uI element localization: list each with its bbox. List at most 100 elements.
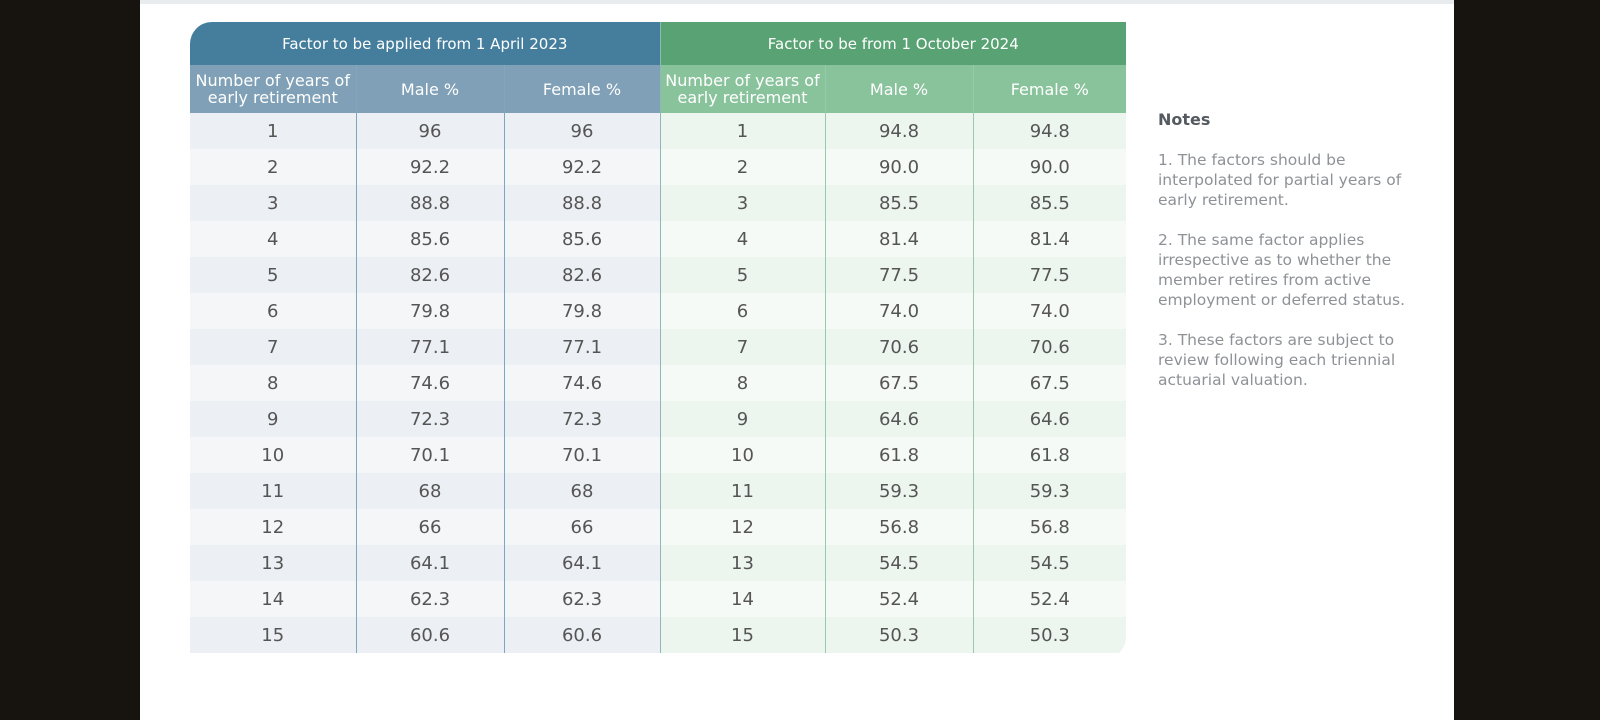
cell-years-2023: 8 — [190, 365, 356, 401]
column-header-years-2023: Number of years of early retirement — [190, 65, 356, 113]
cell-years-2023: 11 — [190, 473, 356, 509]
cell-years-2023: 13 — [190, 545, 356, 581]
cell-male-2024: 74.0 — [824, 293, 973, 329]
cell-years-2023: 1 — [190, 113, 356, 149]
cell-years-2024: 7 — [659, 329, 825, 365]
group-header-2024: Factor to be from 1 October 2024 — [659, 22, 1126, 65]
note-item-2: 2. The same factor applies irrespective … — [1158, 231, 1406, 309]
cell-female-2024: 52.4 — [972, 581, 1126, 617]
cell-years-2023: 9 — [190, 401, 356, 437]
cell-male-2024: 54.5 — [824, 545, 973, 581]
cell-male-2024: 90.0 — [824, 149, 973, 185]
table-row: 8 74.6 74.6 8 67.5 67.5 — [190, 365, 1126, 401]
cell-female-2023: 82.6 — [503, 257, 660, 293]
cell-male-2023: 85.6 — [355, 221, 504, 257]
cell-years-2024: 9 — [659, 401, 825, 437]
notes-panel: Notes 1. The factors should be interpola… — [1158, 110, 1408, 410]
cell-male-2023: 77.1 — [355, 329, 504, 365]
cell-female-2024: 90.0 — [972, 149, 1126, 185]
cell-female-2024: 59.3 — [972, 473, 1126, 509]
cell-years-2023: 3 — [190, 185, 356, 221]
cell-years-2023: 7 — [190, 329, 356, 365]
cell-years-2024: 12 — [659, 509, 825, 545]
column-header-male-2024: Male % — [824, 65, 973, 113]
cell-female-2024: 74.0 — [972, 293, 1126, 329]
cell-male-2023: 96 — [355, 113, 504, 149]
cell-female-2024: 94.8 — [972, 113, 1126, 149]
document-page: Factor to be applied from 1 April 2023 F… — [140, 0, 1454, 720]
cell-years-2023: 6 — [190, 293, 356, 329]
cell-female-2023: 77.1 — [503, 329, 660, 365]
cell-male-2024: 52.4 — [824, 581, 973, 617]
table-row: 11 68 68 11 59.3 59.3 — [190, 473, 1126, 509]
cell-female-2023: 85.6 — [503, 221, 660, 257]
table-row: 1 96 96 1 94.8 94.8 — [190, 113, 1126, 149]
cell-male-2023: 72.3 — [355, 401, 504, 437]
cell-male-2023: 92.2 — [355, 149, 504, 185]
cell-female-2023: 72.3 — [503, 401, 660, 437]
cell-female-2024: 54.5 — [972, 545, 1126, 581]
table-row: 6 79.8 79.8 6 74.0 74.0 — [190, 293, 1126, 329]
cell-years-2024: 15 — [659, 617, 825, 653]
cell-years-2023: 2 — [190, 149, 356, 185]
group-header-2023: Factor to be applied from 1 April 2023 — [190, 22, 660, 65]
cell-years-2024: 3 — [659, 185, 825, 221]
table-row: 5 82.6 82.6 5 77.5 77.5 — [190, 257, 1126, 293]
group-header-row: Factor to be applied from 1 April 2023 F… — [190, 22, 1126, 65]
cell-male-2024: 77.5 — [824, 257, 973, 293]
cell-female-2024: 77.5 — [972, 257, 1126, 293]
cell-female-2023: 64.1 — [503, 545, 660, 581]
cell-years-2023: 15 — [190, 617, 356, 653]
cell-male-2023: 60.6 — [355, 617, 504, 653]
cell-female-2024: 50.3 — [972, 617, 1126, 653]
column-header-row: Number of years of early retirement Male… — [190, 65, 1126, 113]
cell-years-2023: 12 — [190, 509, 356, 545]
cell-years-2024: 8 — [659, 365, 825, 401]
cell-male-2024: 81.4 — [824, 221, 973, 257]
cell-years-2023: 5 — [190, 257, 356, 293]
cell-years-2023: 4 — [190, 221, 356, 257]
note-item-1: 1. The factors should be interpolated fo… — [1158, 151, 1402, 209]
table-row: 7 77.1 77.1 7 70.6 70.6 — [190, 329, 1126, 365]
table-row: 14 62.3 62.3 14 52.4 52.4 — [190, 581, 1126, 617]
cell-years-2024: 5 — [659, 257, 825, 293]
cell-female-2024: 56.8 — [972, 509, 1126, 545]
cell-male-2023: 66 — [355, 509, 504, 545]
cell-male-2024: 56.8 — [824, 509, 973, 545]
column-header-female-2024: Female % — [972, 65, 1126, 113]
cell-male-2023: 62.3 — [355, 581, 504, 617]
column-header-male-2023: Male % — [355, 65, 504, 113]
cell-years-2024: 13 — [659, 545, 825, 581]
cell-years-2024: 6 — [659, 293, 825, 329]
column-header-years-2024: Number of years of early retirement — [659, 65, 825, 113]
cell-years-2024: 1 — [659, 113, 825, 149]
cell-male-2024: 59.3 — [824, 473, 973, 509]
cell-female-2024: 81.4 — [972, 221, 1126, 257]
cell-female-2023: 70.1 — [503, 437, 660, 473]
note-item-3: 3. These factors are subject to review f… — [1158, 331, 1396, 389]
cell-female-2024: 70.6 — [972, 329, 1126, 365]
table-row: 15 60.6 60.6 15 50.3 50.3 — [190, 617, 1126, 653]
cell-female-2023: 79.8 — [503, 293, 660, 329]
cell-years-2023: 10 — [190, 437, 356, 473]
page-top-edge — [140, 0, 1454, 4]
cell-female-2024: 64.6 — [972, 401, 1126, 437]
cell-years-2024: 11 — [659, 473, 825, 509]
cell-years-2024: 2 — [659, 149, 825, 185]
retirement-factor-table: Factor to be applied from 1 April 2023 F… — [190, 22, 1126, 659]
cell-male-2024: 94.8 — [824, 113, 973, 149]
cell-male-2024: 67.5 — [824, 365, 973, 401]
cell-years-2024: 4 — [659, 221, 825, 257]
table-row: 10 70.1 70.1 10 61.8 61.8 — [190, 437, 1126, 473]
cell-female-2023: 88.8 — [503, 185, 660, 221]
cell-male-2024: 85.5 — [824, 185, 973, 221]
cell-male-2024: 64.6 — [824, 401, 973, 437]
cell-male-2023: 70.1 — [355, 437, 504, 473]
cell-male-2024: 50.3 — [824, 617, 973, 653]
cell-male-2023: 79.8 — [355, 293, 504, 329]
cell-female-2023: 62.3 — [503, 581, 660, 617]
cell-male-2023: 82.6 — [355, 257, 504, 293]
column-header-female-2023: Female % — [503, 65, 660, 113]
cell-male-2023: 68 — [355, 473, 504, 509]
cell-male-2024: 70.6 — [824, 329, 973, 365]
